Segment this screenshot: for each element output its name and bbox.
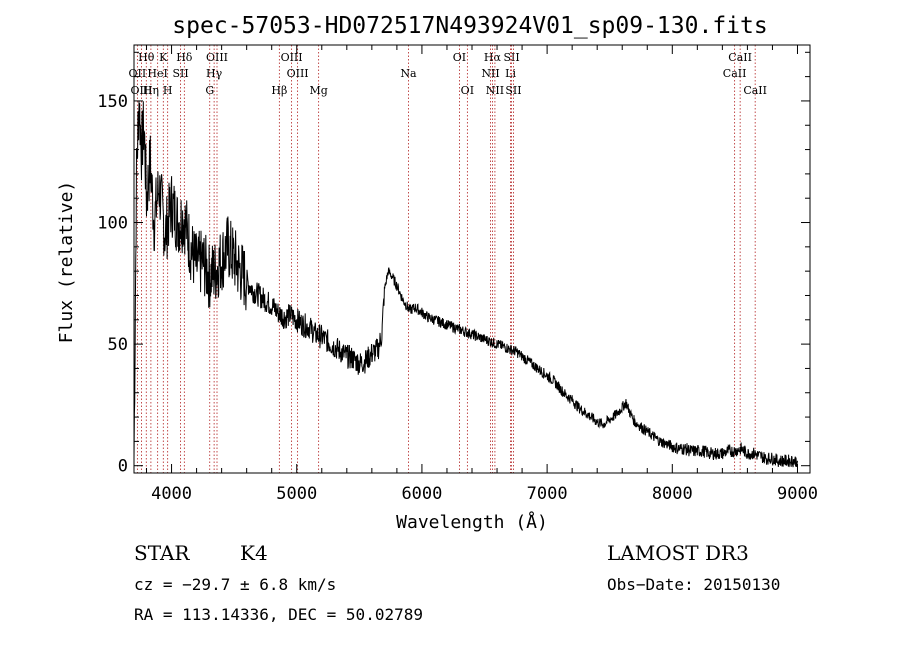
line-marker-label: Hθ [138,51,155,64]
line-marker-label: Hα [484,51,502,64]
redshift-label: cz = −29.7 ± 6.8 km/s [134,575,336,594]
x-tick-label: 5000 [276,484,317,504]
line-marker-label: SII [503,51,519,64]
line-marker-label: Hβ [271,84,287,97]
line-marker-label: SII [172,67,188,80]
line-marker-label: NII [481,67,499,80]
line-marker-label: Na [400,67,417,80]
line-marker-label: OI [461,84,474,97]
line-marker-label: CaII [743,84,767,97]
x-tick-label: 4000 [151,484,192,504]
x-tick-label: 7000 [527,484,568,504]
line-marker-label: H [163,84,173,97]
line-marker-label: CaII [723,67,747,80]
line-marker-label: OIII [287,67,309,80]
line-marker-label: CaII [728,51,752,64]
chart-title: spec-57053-HD072517N493924V01_sp09-130.f… [172,13,767,39]
x-tick-label: 6000 [401,484,442,504]
line-marker-label: Mg [309,84,327,97]
y-tick-label: 0 [118,457,128,477]
line-marker-label: OIII [130,84,152,97]
x-tick-label: 8000 [652,484,693,504]
line-marker-label: Hδ [176,51,193,64]
object-subclass: K4 [240,541,268,565]
survey-label: LAMOST DR3 [607,541,749,565]
line-marker-label: G [205,84,214,97]
obs-date-label: Obs−Date: 20150130 [607,575,780,594]
line-marker-label: OI [453,51,466,64]
y-axis-label: Flux (relative) [56,181,77,344]
line-marker-label: OIII [206,51,228,64]
line-marker-label: NII [486,84,504,97]
y-tick-label: 50 [108,335,128,355]
object-class: STAR [134,541,190,565]
y-tick-label: 100 [97,214,128,234]
line-marker-label: SII [505,84,521,97]
line-marker-label: OIII [281,51,303,64]
coordinates-label: RA = 113.14336, DEC = 50.02789 [134,605,423,624]
line-marker-label: OII [129,67,147,80]
spectrum-series [133,100,798,468]
spectrum-line [133,100,798,468]
line-marker-label: HeI [147,67,167,80]
line-marker-label: K [159,51,168,64]
line-marker-label: Hγ [206,67,223,80]
line-marker-label: Li [505,67,516,80]
axes: 4000 5000 6000 7000 8000 9000 0 50 100 150 [97,45,818,504]
y-tick-label: 150 [97,92,128,112]
x-tick-label: 9000 [777,484,818,504]
x-axis-label: Wavelength (Å) [396,511,548,533]
line-marker-label: Hη [143,84,159,97]
